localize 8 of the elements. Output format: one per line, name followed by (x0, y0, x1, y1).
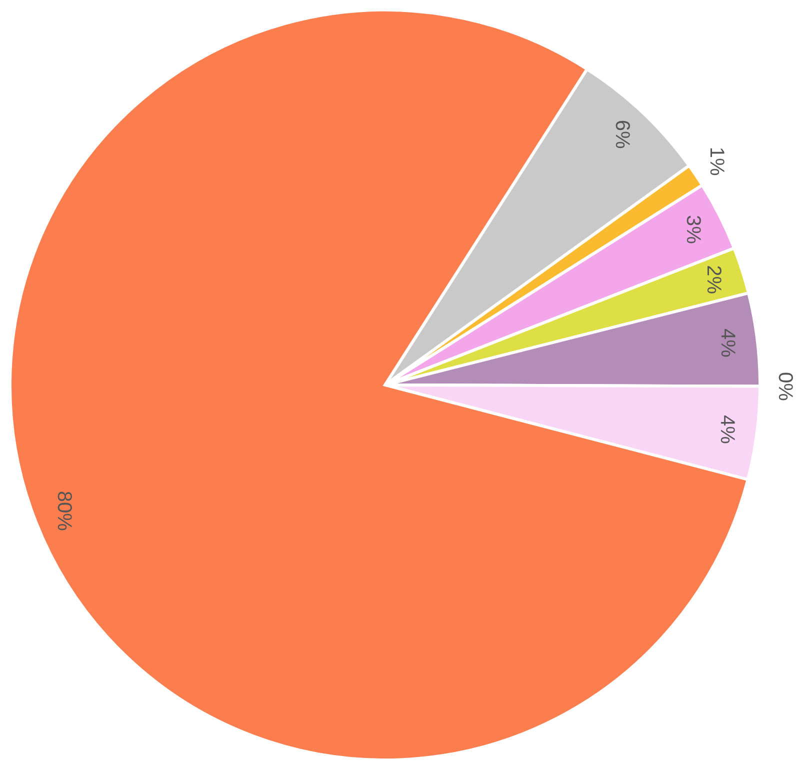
data-label: 3% (682, 214, 704, 244)
data-label: 80% (52, 490, 75, 532)
data-label: 2% (702, 265, 724, 294)
data-label: 6% (611, 120, 634, 149)
text: 0% (774, 372, 796, 401)
data-label: 4% (716, 328, 738, 358)
data-label: 1% (706, 146, 728, 176)
data-label: 4% (716, 414, 738, 444)
